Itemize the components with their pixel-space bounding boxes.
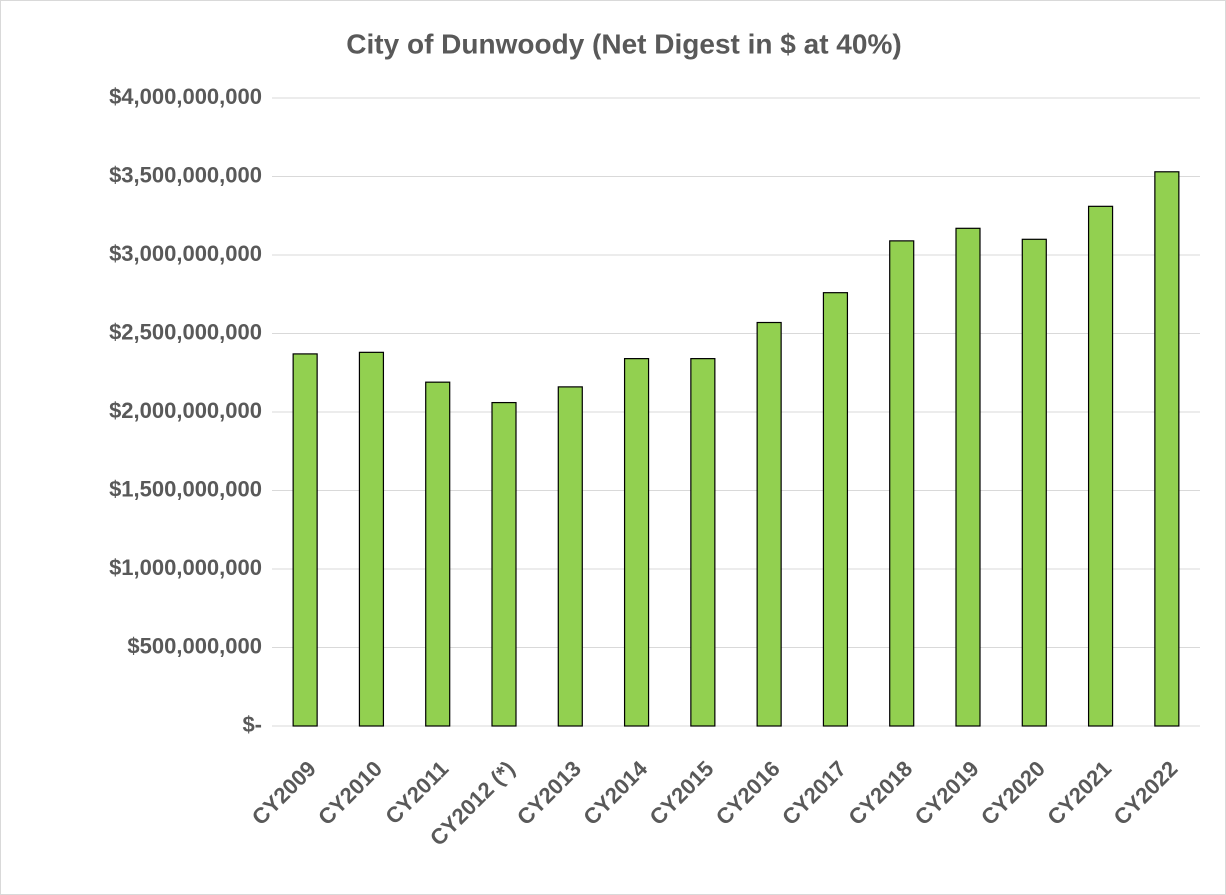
bar [955,227,981,727]
bar [690,358,716,727]
chart-title: City of Dunwoody (Net Digest in $ at 40%… [346,28,901,59]
bar [292,353,318,727]
bar [1021,238,1047,727]
y-tick-label: $1,000,000,000 [109,555,262,580]
y-tick-label: $3,000,000,000 [109,241,262,266]
bar [491,401,517,727]
bar [889,240,915,727]
y-tick-label: $4,000,000,000 [109,84,262,109]
bar [1087,205,1114,727]
bar [822,292,849,727]
y-tick-label: $1,500,000,000 [109,476,262,501]
y-tick-label: $- [242,712,262,737]
y-tick-label: $2,000,000,000 [109,398,262,423]
bar [425,381,451,727]
bar [756,321,782,727]
bar [557,386,583,727]
y-tick-label: $500,000,000 [127,633,262,658]
bar [623,358,650,727]
y-tick-label: $3,500,000,000 [109,162,262,187]
bar [1154,171,1180,727]
bar [358,351,385,727]
y-tick-label: $2,500,000,000 [109,319,262,344]
